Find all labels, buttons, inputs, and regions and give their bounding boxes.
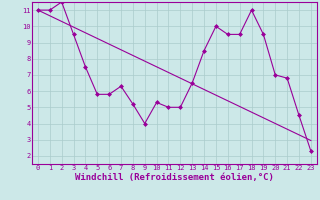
X-axis label: Windchill (Refroidissement éolien,°C): Windchill (Refroidissement éolien,°C) [75, 173, 274, 182]
